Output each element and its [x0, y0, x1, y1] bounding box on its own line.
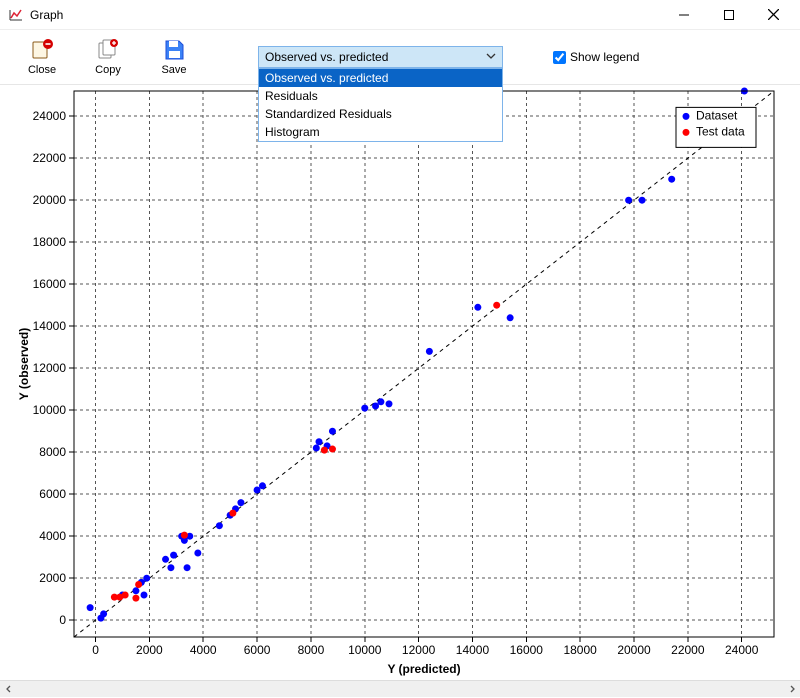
- close-icon: [30, 38, 54, 62]
- svg-text:4000: 4000: [190, 643, 217, 657]
- svg-text:20000: 20000: [617, 643, 651, 657]
- svg-text:8000: 8000: [298, 643, 325, 657]
- svg-text:24000: 24000: [725, 643, 759, 657]
- plot-type-option[interactable]: Standardized Residuals: [259, 105, 502, 123]
- copy-icon: [96, 38, 120, 62]
- plot-type-option[interactable]: Observed vs. predicted: [259, 69, 502, 87]
- scatter-chart: 0 2000 4000 6000 8000 10000 12000 14000 16000 180…: [12, 85, 788, 679]
- chart-area: 0 2000 4000 6000 8000 10000 12000 14000 16000 180…: [12, 85, 788, 679]
- svg-text:6000: 6000: [244, 643, 271, 657]
- plot-type-option[interactable]: Histogram: [259, 123, 502, 141]
- svg-text:16000: 16000: [33, 277, 67, 291]
- svg-text:0: 0: [92, 643, 99, 657]
- scroll-right-icon[interactable]: [783, 681, 800, 698]
- copy-label: Copy: [95, 64, 121, 76]
- show-legend-toggle[interactable]: Show legend: [553, 50, 639, 64]
- svg-text:Dataset: Dataset: [696, 108, 738, 122]
- plot-type-dropdown: Observed vs. predictedResidualsStandardi…: [258, 68, 503, 142]
- app-icon: [8, 7, 24, 23]
- svg-text:12000: 12000: [402, 643, 436, 657]
- svg-text:Test data: Test data: [696, 124, 745, 138]
- maximize-button[interactable]: [706, 0, 751, 30]
- svg-text:18000: 18000: [563, 643, 597, 657]
- close-button[interactable]: Close: [20, 38, 64, 76]
- titlebar: Graph: [0, 0, 800, 30]
- plot-type-option[interactable]: Residuals: [259, 87, 502, 105]
- svg-text:14000: 14000: [456, 643, 490, 657]
- svg-text:24000: 24000: [33, 109, 67, 123]
- copy-button[interactable]: Copy: [86, 38, 130, 76]
- svg-text:2000: 2000: [136, 643, 163, 657]
- save-label: Save: [161, 64, 186, 76]
- show-legend-checkbox[interactable]: [553, 51, 566, 64]
- legend: Dataset Test data: [676, 107, 756, 147]
- save-icon: [162, 38, 186, 62]
- svg-text:2000: 2000: [39, 571, 66, 585]
- plot-type-selected: Observed vs. predicted: [265, 50, 484, 64]
- svg-text:16000: 16000: [510, 643, 544, 657]
- horizontal-scrollbar[interactable]: [0, 680, 800, 697]
- chevron-down-icon: [484, 50, 498, 64]
- window-title: Graph: [30, 8, 63, 22]
- svg-text:20000: 20000: [33, 193, 67, 207]
- svg-text:4000: 4000: [39, 529, 66, 543]
- svg-text:22000: 22000: [33, 151, 67, 165]
- close-label: Close: [28, 64, 56, 76]
- svg-text:22000: 22000: [671, 643, 705, 657]
- svg-text:0: 0: [59, 613, 66, 627]
- save-button[interactable]: Save: [152, 38, 196, 76]
- show-legend-label: Show legend: [570, 50, 639, 64]
- svg-text:Y (predicted): Y (predicted): [387, 662, 460, 676]
- svg-text:12000: 12000: [33, 361, 67, 375]
- plot-type-select[interactable]: Observed vs. predicted: [258, 46, 503, 68]
- svg-text:8000: 8000: [39, 445, 66, 459]
- close-window-button[interactable]: [751, 0, 796, 30]
- svg-text:Y (observed): Y (observed): [17, 328, 31, 400]
- toolbar: Close Copy Save Observed vs. predicted O…: [0, 30, 800, 85]
- minimize-button[interactable]: [661, 0, 706, 30]
- scroll-left-icon[interactable]: [0, 681, 17, 698]
- svg-text:14000: 14000: [33, 319, 67, 333]
- svg-text:10000: 10000: [33, 403, 67, 417]
- svg-text:6000: 6000: [39, 487, 66, 501]
- svg-text:18000: 18000: [33, 235, 67, 249]
- svg-text:10000: 10000: [348, 643, 382, 657]
